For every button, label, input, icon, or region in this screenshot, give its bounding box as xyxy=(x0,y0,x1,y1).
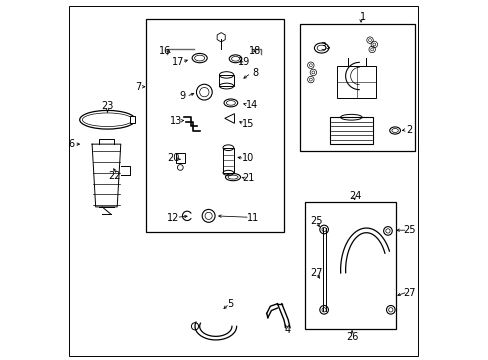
Text: 23: 23 xyxy=(101,102,114,112)
Text: 25: 25 xyxy=(309,216,322,226)
Bar xyxy=(300,24,414,151)
Text: 27: 27 xyxy=(403,288,415,298)
Bar xyxy=(175,153,184,163)
Text: 22: 22 xyxy=(108,171,121,181)
Text: 15: 15 xyxy=(242,120,254,129)
Text: 8: 8 xyxy=(252,68,258,78)
Bar xyxy=(223,148,233,173)
Text: 5: 5 xyxy=(226,299,233,309)
Text: 25: 25 xyxy=(403,225,415,235)
Bar xyxy=(145,19,284,232)
Bar xyxy=(304,202,395,329)
Text: 12: 12 xyxy=(166,213,179,222)
Text: 2: 2 xyxy=(406,125,412,135)
Bar xyxy=(219,75,233,86)
Text: 1: 1 xyxy=(359,12,365,22)
Text: 14: 14 xyxy=(245,100,257,110)
Text: 13: 13 xyxy=(170,116,182,126)
Text: 27: 27 xyxy=(309,268,322,278)
Text: 3: 3 xyxy=(320,42,326,52)
Text: 16: 16 xyxy=(159,46,171,56)
Text: 7: 7 xyxy=(135,82,142,92)
Text: 6: 6 xyxy=(68,139,75,149)
Text: 20: 20 xyxy=(167,153,179,163)
Text: 9: 9 xyxy=(180,91,185,101)
Text: 19: 19 xyxy=(238,57,250,67)
Text: 21: 21 xyxy=(242,173,254,183)
Text: 18: 18 xyxy=(248,46,261,56)
Text: 24: 24 xyxy=(348,191,361,201)
Bar xyxy=(329,117,372,144)
Text: 17: 17 xyxy=(172,57,184,67)
Text: 10: 10 xyxy=(242,153,254,163)
Text: 11: 11 xyxy=(247,213,259,222)
Text: 26: 26 xyxy=(345,332,358,342)
Text: 4: 4 xyxy=(284,325,290,335)
Bar xyxy=(336,66,376,98)
Bar xyxy=(129,116,135,123)
